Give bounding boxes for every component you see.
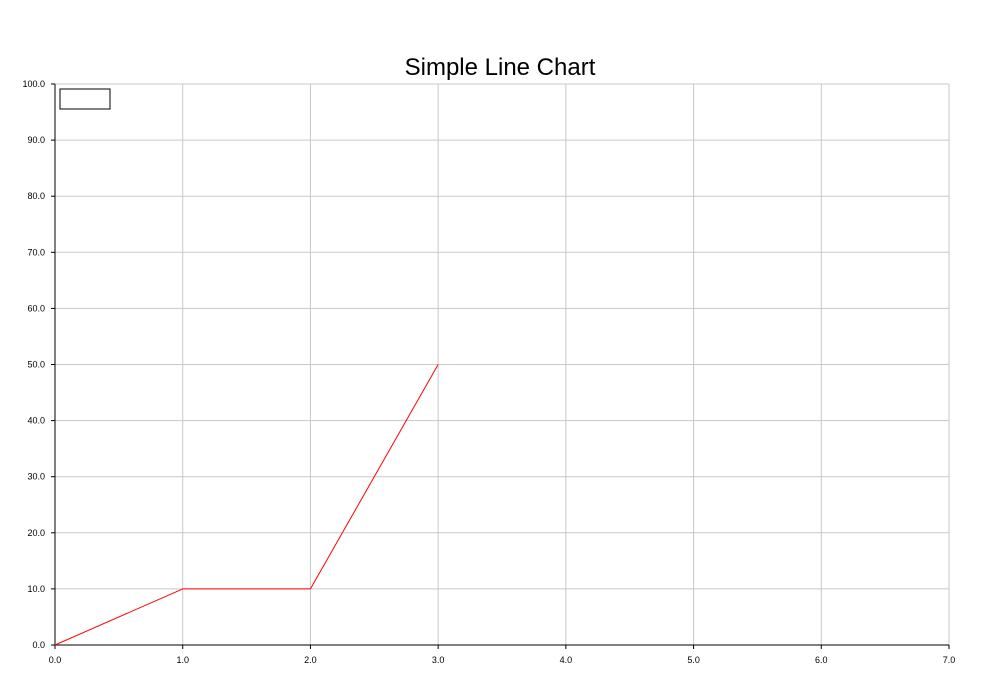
x-tick-label: 5.0: [687, 655, 700, 665]
y-tick-label: 100.0: [22, 79, 45, 89]
x-tick-label: 4.0: [560, 655, 573, 665]
y-tick-label: 20.0: [27, 528, 45, 538]
y-tick-label: 10.0: [27, 584, 45, 594]
x-tick-label: 1.0: [176, 655, 189, 665]
x-tick-label: 7.0: [943, 655, 956, 665]
x-tick-label: 0.0: [49, 655, 62, 665]
series-line-segment: [309, 364, 439, 590]
y-tick-label: 40.0: [27, 416, 45, 426]
series-layer: [54, 364, 439, 646]
y-tick-label: 0.0: [32, 640, 45, 650]
y-tick-label: 50.0: [27, 360, 45, 370]
y-tick-label: 70.0: [27, 247, 45, 257]
x-tick-label: 6.0: [815, 655, 828, 665]
y-tick-label: 90.0: [27, 135, 45, 145]
legend-box: [59, 88, 111, 110]
y-tick-label: 60.0: [27, 303, 45, 313]
y-tick-label: 80.0: [27, 191, 45, 201]
chart-title: Simple Line Chart: [405, 54, 596, 81]
y-axis-ticks: 0.0 10.0 20.0 30.0 40.0 50.0 60.0 70.0 80.0 90.0 1…: [22, 79, 55, 650]
x-tick-label: 2.0: [304, 655, 317, 665]
series-line-segment: [54, 588, 183, 646]
y-tick-label: 30.0: [27, 472, 45, 482]
grid: [54, 83, 950, 646]
x-tick-label: 3.0: [432, 655, 445, 665]
x-axis-ticks: 0.0 1.0 2.0 3.0 4.0 5.0 6.0 7.0: [49, 645, 956, 665]
